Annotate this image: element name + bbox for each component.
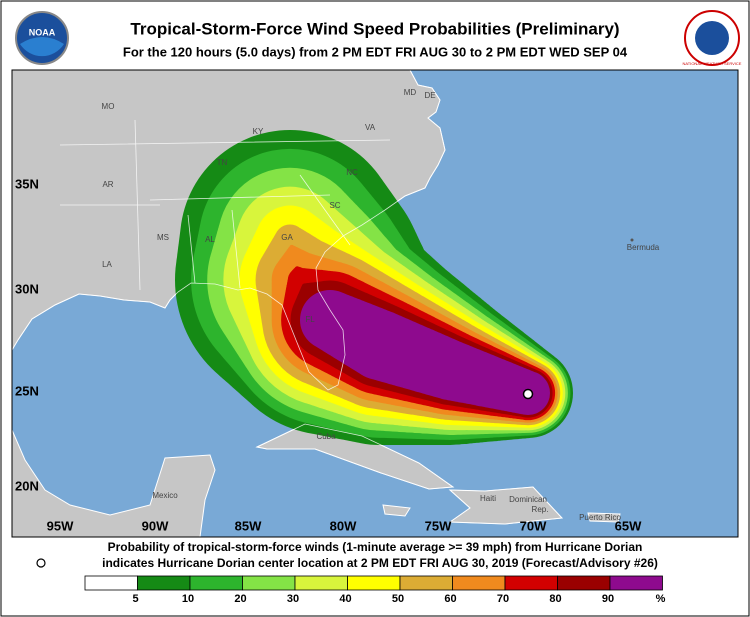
place-label: Cuba <box>316 432 336 441</box>
probability-band <box>300 290 550 415</box>
legend-label: 90 <box>602 593 614 605</box>
legend-label: 60 <box>444 593 456 605</box>
legend-swatch <box>189 575 243 591</box>
legend-swatch <box>294 575 348 591</box>
lon-label: 85W <box>235 518 262 533</box>
place-label: Bermuda <box>627 243 660 252</box>
place-label: KY <box>253 127 264 136</box>
place-label: TN <box>217 158 228 167</box>
noaa-logo: NOAA <box>15 11 69 65</box>
legend-label: 30 <box>287 593 299 605</box>
lat-label: 25N <box>15 383 39 398</box>
probability-bands <box>175 129 573 446</box>
legend-swatch <box>452 575 506 591</box>
lon-label: 90W <box>142 518 169 533</box>
legend-label: 80 <box>549 593 561 605</box>
place-label: MS <box>157 233 169 242</box>
place-label: Puerto Rico <box>579 513 621 522</box>
logo-text: NATIONAL WEATHER SERVICE <box>683 61 742 66</box>
caption-line: Probability of tropical-storm-force wind… <box>108 540 643 554</box>
legend-label: 20 <box>234 593 246 605</box>
legend-label: 70 <box>497 593 509 605</box>
place-label: VA <box>365 123 376 132</box>
lon-label: 80W <box>330 518 357 533</box>
legend-swatch <box>609 575 663 591</box>
legend-swatch <box>399 575 453 591</box>
center-symbol <box>36 558 46 568</box>
legend-swatch <box>557 575 611 591</box>
lat-label: 30N <box>15 281 39 296</box>
legend-label: % <box>656 593 666 605</box>
place-label: FL <box>305 315 315 324</box>
place-label: AR <box>102 180 113 189</box>
place-label: GA <box>281 233 293 242</box>
place-label: Rep. <box>532 505 549 514</box>
place-label: LA <box>102 260 112 269</box>
legend-swatch <box>137 575 191 591</box>
storm-center <box>522 388 534 400</box>
place-label: DE <box>424 91 435 100</box>
title: Tropical-Storm-Force Wind Speed Probabil… <box>130 19 619 38</box>
place-label: Dominican <box>509 495 547 504</box>
place-label: NC <box>346 168 358 177</box>
lon-label: 75W <box>425 518 452 533</box>
subtitle: For the 120 hours (5.0 days) from 2 PM E… <box>123 44 628 59</box>
legend-swatch <box>84 575 138 591</box>
nws-logo: NATIONAL WEATHER SERVICE <box>683 10 742 66</box>
lon-label: 95W <box>47 518 74 533</box>
place-label: AL <box>205 235 215 244</box>
place-label: MD <box>404 88 417 97</box>
lat-label: 20N <box>15 478 39 493</box>
legend-swatch <box>242 575 296 591</box>
lon-label: 65W <box>615 518 642 533</box>
map: MO KY VA TN NC AR SC MS AL GA LA FL MD DE Bermuda Mexic… <box>12 70 738 537</box>
map-border <box>11 69 739 538</box>
lat-label: 35N <box>15 176 39 191</box>
logo-text: NOAA <box>29 27 56 37</box>
legend-swatch <box>504 575 558 591</box>
legend-label: 40 <box>339 593 351 605</box>
caption-line: indicates Hurricane Dorian center locati… <box>102 556 658 570</box>
place-label: Haiti <box>480 494 496 503</box>
place-label: Mexico <box>152 491 178 500</box>
place-label: MO <box>102 102 115 111</box>
legend-swatch <box>347 575 401 591</box>
bermuda-island <box>630 238 634 242</box>
legend-label: 5 <box>132 593 138 605</box>
lon-label: 70W <box>520 518 547 533</box>
legend-label: 10 <box>182 593 194 605</box>
place-label: SC <box>329 201 340 210</box>
legend-label: 50 <box>392 593 404 605</box>
borders <box>12 70 563 525</box>
